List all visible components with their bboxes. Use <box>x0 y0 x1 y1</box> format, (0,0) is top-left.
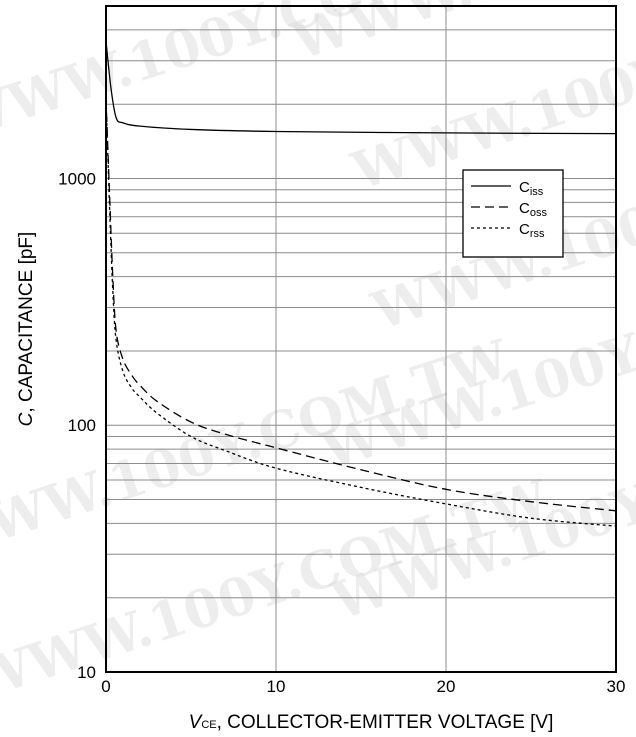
series-line-coss <box>106 98 616 512</box>
y-axis-label-var: C <box>16 412 37 426</box>
x-tick-label: 0 <box>101 677 110 696</box>
legend: Ciss Coss Crss <box>462 169 564 258</box>
x-axis-label: VCE, COLLECTOR-EMITTER VOLTAGE [V] <box>189 712 554 733</box>
legend-label: Ciss <box>519 179 544 198</box>
x-axis-label-rest: , COLLECTOR-EMITTER VOLTAGE [V] <box>217 712 554 733</box>
plot-area <box>106 6 616 672</box>
x-tick-labels: 0 10 20 30 <box>101 677 625 696</box>
y-axis-label-rest: , CAPACITANCE [pF] <box>16 232 37 413</box>
series-line-ciss <box>106 41 616 135</box>
x-axis-label-var: V <box>189 712 204 733</box>
legend-box <box>462 169 564 258</box>
x-tick-label: 10 <box>267 677 286 696</box>
x-tick-label: 30 <box>607 677 626 696</box>
y-tick-labels: 10 100 1000 <box>58 169 96 682</box>
y-tick-label: 100 <box>68 416 96 435</box>
legend-label: Coss <box>519 200 547 219</box>
y-tick-label: 10 <box>77 663 96 682</box>
y-tick-label: 1000 <box>58 169 96 188</box>
series-layer <box>106 41 616 527</box>
x-tick-label: 20 <box>437 677 456 696</box>
y-axis-label: C, CAPACITANCE [pF] <box>16 232 37 427</box>
plot-frame <box>105 5 617 673</box>
x-axis-label-sub: CE <box>201 719 216 731</box>
series-line-crss <box>106 98 616 527</box>
legend-label: Crss <box>519 221 545 240</box>
